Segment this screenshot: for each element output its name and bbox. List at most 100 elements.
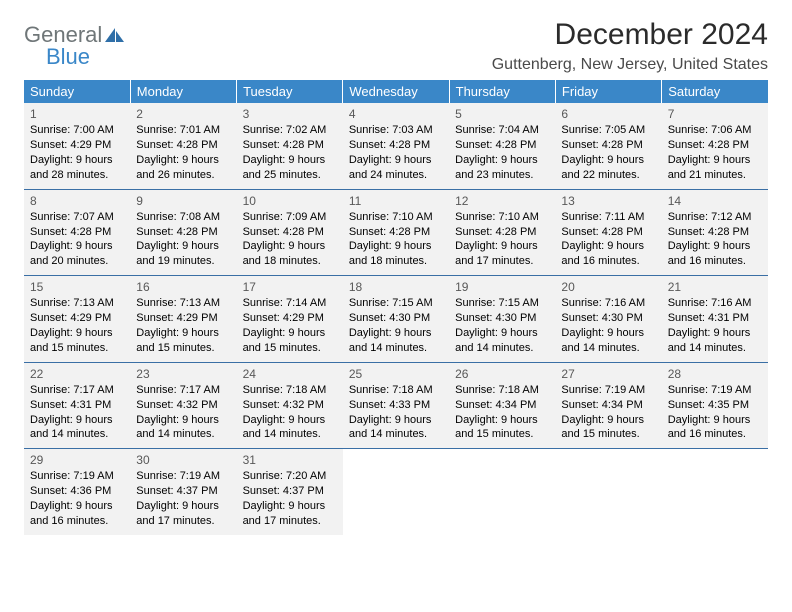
logo-text-blue: Blue bbox=[46, 46, 90, 68]
daylight-line: Daylight: 9 hours and 17 minutes. bbox=[455, 239, 549, 269]
day-number: 14 bbox=[668, 193, 762, 209]
day-number: 16 bbox=[136, 279, 230, 295]
sunset-line: Sunset: 4:36 PM bbox=[30, 484, 124, 499]
daylight-line: Daylight: 9 hours and 16 minutes. bbox=[561, 239, 655, 269]
daylight-line: Daylight: 9 hours and 14 minutes. bbox=[243, 413, 337, 443]
calendar-day-cell: 19Sunrise: 7:15 AMSunset: 4:30 PMDayligh… bbox=[449, 276, 555, 363]
sunset-line: Sunset: 4:28 PM bbox=[243, 138, 337, 153]
calendar-day-cell: 16Sunrise: 7:13 AMSunset: 4:29 PMDayligh… bbox=[130, 276, 236, 363]
calendar-week-row: 15Sunrise: 7:13 AMSunset: 4:29 PMDayligh… bbox=[24, 276, 768, 363]
daylight-line: Daylight: 9 hours and 14 minutes. bbox=[668, 326, 762, 356]
daylight-line: Daylight: 9 hours and 21 minutes. bbox=[668, 153, 762, 183]
calendar-week-row: 8Sunrise: 7:07 AM Sunset: 4:28 PM Daylight… bbox=[24, 189, 768, 276]
sunrise-line: Sunrise: 7:10 AM bbox=[349, 210, 443, 225]
calendar-day-cell: 14Sunrise: 7:12 AMSunset: 4:28 PMDayligh… bbox=[662, 189, 768, 276]
day-number: 28 bbox=[668, 366, 762, 382]
calendar-day-cell: 12Sunrise: 7:10 AMSunset: 4:28 PMDayligh… bbox=[449, 189, 555, 276]
calendar-day-cell: 22Sunrise: 7:17 AMSunset: 4:31 PMDayligh… bbox=[24, 362, 130, 449]
daylight-line: Daylight: 9 hours and 26 minutes. bbox=[136, 153, 230, 183]
calendar-day-cell: 3Sunrise: 7:02 AMSunset: 4:28 PMDaylight… bbox=[237, 103, 343, 189]
weekday-header: Saturday bbox=[662, 80, 768, 103]
calendar-day-cell: 11Sunrise: 7:10 AMSunset: 4:28 PMDayligh… bbox=[343, 189, 449, 276]
sunset-line: Sunset: 4:34 PM bbox=[561, 398, 655, 413]
daylight-line: Daylight: 9 hours and 25 minutes. bbox=[243, 153, 337, 183]
day-number: 11 bbox=[349, 193, 443, 209]
calendar-day-cell: 7Sunrise: 7:06 AMSunset: 4:28 PMDaylight… bbox=[662, 103, 768, 189]
sunset-line: Sunset: 4:31 PM bbox=[30, 398, 124, 413]
daylight-line: Daylight: 9 hours and 14 minutes. bbox=[455, 326, 549, 356]
sunset-line: Sunset: 4:29 PM bbox=[30, 311, 124, 326]
calendar-empty-cell bbox=[343, 449, 449, 535]
sunrise-line: Sunrise: 7:03 AM bbox=[349, 123, 443, 138]
daylight-line: Daylight: 9 hours and 18 minutes. bbox=[243, 239, 337, 269]
sunrise-line: Sunrise: 7:17 AM bbox=[136, 383, 230, 398]
day-number: 22 bbox=[30, 366, 124, 382]
daylight-line: Daylight: 9 hours and 15 minutes. bbox=[136, 326, 230, 356]
daylight-line: Daylight: 9 hours and 15 minutes. bbox=[455, 413, 549, 443]
sunrise-line: Sunrise: 7:19 AM bbox=[668, 383, 762, 398]
sunrise-line: Sunrise: 7:15 AM bbox=[349, 296, 443, 311]
day-number: 8 bbox=[30, 193, 124, 209]
sunrise-line: Sunrise: 7:13 AM bbox=[30, 296, 124, 311]
sunrise-line: Sunrise: 7:06 AM bbox=[668, 123, 762, 138]
day-number: 21 bbox=[668, 279, 762, 295]
sunrise-line: Sunrise: 7:17 AM bbox=[30, 383, 124, 398]
day-number: 4 bbox=[349, 106, 443, 122]
sunrise-line: Sunrise: 7:12 AM bbox=[668, 210, 762, 225]
sunrise-line: Sunrise: 7:15 AM bbox=[455, 296, 549, 311]
sunset-line: Sunset: 4:30 PM bbox=[455, 311, 549, 326]
calendar-empty-cell bbox=[449, 449, 555, 535]
sunrise-line: Sunrise: 7:16 AM bbox=[668, 296, 762, 311]
sunrise-line: Sunrise: 7:01 AM bbox=[136, 123, 230, 138]
sunrise-line: Sunrise: 7:05 AM bbox=[561, 123, 655, 138]
calendar-week-row: 22Sunrise: 7:17 AMSunset: 4:31 PMDayligh… bbox=[24, 362, 768, 449]
weekday-header: Tuesday bbox=[237, 80, 343, 103]
sunrise-line: Sunrise: 7:09 AM bbox=[243, 210, 337, 225]
day-number: 25 bbox=[349, 366, 443, 382]
daylight-line: Daylight: 9 hours and 17 minutes. bbox=[243, 499, 337, 529]
sunset-line: Sunset: 4:37 PM bbox=[243, 484, 337, 499]
day-number: 29 bbox=[30, 452, 124, 468]
calendar-week-row: 1Sunrise: 7:00 AMSunset: 4:29 PMDaylight… bbox=[24, 103, 768, 189]
calendar-empty-cell bbox=[662, 449, 768, 535]
daylight-line: Daylight: 9 hours and 14 minutes. bbox=[561, 326, 655, 356]
day-number: 5 bbox=[455, 106, 549, 122]
month-title: December 2024 bbox=[492, 18, 768, 52]
calendar-table: SundayMondayTuesdayWednesdayThursdayFrid… bbox=[24, 80, 768, 535]
sunset-line: Sunset: 4:29 PM bbox=[136, 311, 230, 326]
calendar-day-cell: 17Sunrise: 7:14 AMSunset: 4:29 PMDayligh… bbox=[237, 276, 343, 363]
calendar-day-cell: 4Sunrise: 7:03 AMSunset: 4:28 PMDaylight… bbox=[343, 103, 449, 189]
sunset-line: Sunset: 4:34 PM bbox=[455, 398, 549, 413]
sunrise-line: Sunrise: 7:19 AM bbox=[136, 469, 230, 484]
calendar-day-cell: 2Sunrise: 7:01 AMSunset: 4:28 PMDaylight… bbox=[130, 103, 236, 189]
calendar-day-cell: 8Sunrise: 7:07 AMSunset: 4:28 PMDaylight… bbox=[24, 189, 130, 276]
day-number: 10 bbox=[243, 193, 337, 209]
calendar-day-cell: 27Sunrise: 7:19 AMSunset: 4:34 PMDayligh… bbox=[555, 362, 661, 449]
sunset-line: Sunset: 4:31 PM bbox=[668, 311, 762, 326]
day-number: 13 bbox=[561, 193, 655, 209]
daylight-line: Daylight: 9 hours and 18 minutes. bbox=[349, 239, 443, 269]
sunrise-line: Sunrise: 7:11 AM bbox=[561, 210, 655, 225]
sunrise-line: Sunrise: 7:07 AM bbox=[30, 210, 124, 225]
daylight-line: Daylight: 9 hours and 14 minutes. bbox=[30, 413, 124, 443]
sunset-line: Sunset: 4:32 PM bbox=[136, 398, 230, 413]
sunset-line: Sunset: 4:35 PM bbox=[668, 398, 762, 413]
weekday-header: Monday bbox=[130, 80, 236, 103]
calendar-day-cell: 26Sunrise: 7:18 AMSunset: 4:34 PMDayligh… bbox=[449, 362, 555, 449]
sunrise-line: Sunrise: 7:19 AM bbox=[30, 469, 124, 484]
calendar-day-cell: 1Sunrise: 7:00 AMSunset: 4:29 PMDaylight… bbox=[24, 103, 130, 189]
day-number: 12 bbox=[455, 193, 549, 209]
day-number: 15 bbox=[30, 279, 124, 295]
day-number: 6 bbox=[561, 106, 655, 122]
sunrise-line: Sunrise: 7:08 AM bbox=[136, 210, 230, 225]
sunset-line: Sunset: 4:29 PM bbox=[243, 311, 337, 326]
weekday-header: Wednesday bbox=[343, 80, 449, 103]
daylight-line: Daylight: 9 hours and 22 minutes. bbox=[561, 153, 655, 183]
sunset-line: Sunset: 4:28 PM bbox=[455, 138, 549, 153]
sunset-line: Sunset: 4:28 PM bbox=[668, 138, 762, 153]
sunrise-line: Sunrise: 7:13 AM bbox=[136, 296, 230, 311]
calendar-day-cell: 25Sunrise: 7:18 AMSunset: 4:33 PMDayligh… bbox=[343, 362, 449, 449]
daylight-line: Daylight: 9 hours and 14 minutes. bbox=[349, 326, 443, 356]
page-header: General Blue December 2024 Guttenberg, N… bbox=[24, 18, 768, 74]
sunset-line: Sunset: 4:28 PM bbox=[136, 225, 230, 240]
